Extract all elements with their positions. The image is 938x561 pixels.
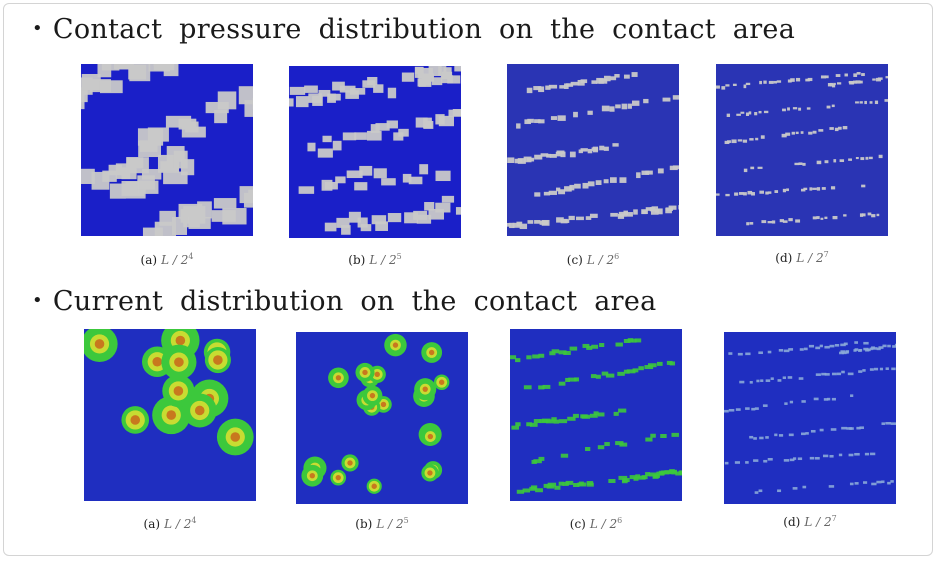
pressure-panel-d [716, 64, 888, 236]
pressure-map-d [716, 64, 888, 236]
pressure-map-c [507, 64, 679, 236]
pressure-heading-text: Contact pressure distribution on the con… [52, 14, 796, 45]
pressure-panel-b [289, 66, 461, 238]
current-panel-a [84, 329, 256, 501]
current-map-c [510, 329, 682, 501]
bullet-icon: • [32, 18, 43, 39]
pressure-caption-d: (d) L / 27 [775, 250, 829, 265]
pressure-caption-b: (b) L / 25 [348, 252, 402, 267]
current-panel-d [724, 332, 896, 504]
pressure-panel-c [507, 64, 679, 236]
current-caption-b: (b) L / 25 [355, 516, 409, 531]
current-map-d [724, 332, 896, 504]
figure-frame: • Contact pressure distribution on the co… [3, 3, 933, 556]
current-map-b [296, 332, 468, 504]
pressure-caption-c: (c) L / 26 [566, 252, 620, 267]
pressure-map-b [289, 66, 461, 238]
current-map-a [84, 329, 256, 501]
current-panel-c [510, 329, 682, 501]
pressure-heading: • Contact pressure distribution on the co… [32, 12, 795, 46]
current-caption-d: (d) L / 27 [783, 514, 837, 529]
pressure-panel-a [81, 64, 253, 236]
current-heading: • Current distribution on the contact are… [32, 284, 657, 318]
bullet-icon: • [32, 290, 43, 311]
current-heading-text: Current distribution on the contact area [52, 286, 657, 317]
current-caption-c: (c) L / 26 [569, 516, 623, 531]
pressure-map-a [81, 64, 253, 236]
current-caption-a: (a) L / 24 [143, 516, 197, 531]
current-panel-b [296, 332, 468, 504]
pressure-caption-a: (a) L / 24 [140, 252, 194, 267]
